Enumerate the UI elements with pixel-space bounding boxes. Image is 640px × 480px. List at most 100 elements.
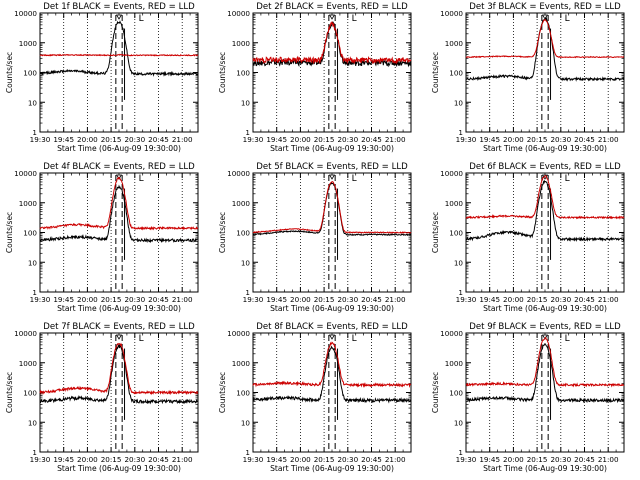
y-tick-label: 100: [236, 389, 250, 398]
y-tick-label: 10: [241, 98, 251, 107]
x-tick-label: 19:30: [243, 295, 264, 304]
y-tick-label: 100: [23, 229, 37, 238]
y-tick-label: 10000: [14, 9, 37, 18]
x-axis-label: Start Time (06-Aug-09 19:30:00): [57, 304, 181, 313]
chart-panel-9: Det 9f BLACK = Events, RED = LLD 1 10 100 10…: [431, 322, 625, 473]
series-lld-line: [252, 341, 412, 388]
y-tick-label: 1000: [445, 359, 464, 368]
x-tick-label: 20:45: [148, 135, 169, 144]
y-tick-label: 10: [28, 98, 38, 107]
x-tick-label: 20:30: [337, 295, 358, 304]
x-tick-label: 19:30: [243, 135, 264, 144]
x-tick-label: 20:15: [314, 455, 335, 464]
x-tick-label: 20:30: [550, 135, 571, 144]
y-tick-label: 1: [458, 448, 463, 457]
marker-label: L: [139, 334, 144, 344]
x-tick-label: 20:30: [550, 455, 571, 464]
x-tick-label: 20:30: [337, 455, 358, 464]
plot-frame: [39, 12, 199, 133]
y-tick-label: 1000: [232, 199, 251, 208]
x-tick-label: 20:00: [503, 455, 524, 464]
y-tick-label: 1: [458, 288, 463, 297]
series-lld-line: [39, 53, 199, 57]
series-lld-line: [465, 175, 625, 220]
chart-panel-8: Det 8f BLACK = Events, RED = LLD 1 10 100 10…: [218, 322, 412, 473]
chart-title: Det 7f BLACK = Events, RED = LLD: [43, 322, 195, 332]
y-axis-label: Counts/sec: [218, 52, 227, 93]
x-tick-label: 19:30: [30, 295, 51, 304]
chart-panel-6: Det 6f BLACK = Events, RED = LLD 1 10 100 10…: [431, 162, 625, 313]
y-axis-label: Counts/sec: [218, 212, 227, 253]
x-tick-label: 21:00: [598, 455, 619, 464]
y-axis-label: Counts/sec: [5, 212, 14, 253]
x-tick-label: 19:30: [30, 135, 51, 144]
x-tick-label: 20:15: [101, 295, 122, 304]
y-tick-label: 10: [454, 258, 464, 267]
y-tick-label: 10: [241, 418, 251, 427]
x-tick-label: 20:45: [574, 135, 595, 144]
time-marker-icon: [541, 334, 549, 340]
series-lld-line: [252, 181, 412, 234]
y-axis-label: Counts/sec: [5, 52, 14, 93]
x-tick-label: 21:00: [598, 135, 619, 144]
x-tick-label: 19:45: [266, 135, 287, 144]
y-axis-label: Counts/sec: [218, 372, 227, 413]
x-tick-label: 20:30: [337, 135, 358, 144]
series-events-line: [252, 181, 412, 237]
series-lld-line: [252, 21, 412, 65]
chart-title: Det 5f BLACK = Events, RED = LLD: [256, 162, 408, 172]
series-lld-line: [465, 19, 624, 59]
y-tick-label: 10000: [227, 329, 250, 338]
y-tick-label: 1000: [19, 199, 38, 208]
x-tick-label: 20:15: [527, 295, 548, 304]
x-tick-label: 19:30: [30, 455, 51, 464]
y-tick-label: 10000: [440, 9, 463, 18]
x-tick-label: 21:00: [385, 455, 406, 464]
x-tick-label: 19:30: [456, 135, 477, 144]
marker-label: L: [565, 334, 570, 344]
plot-frame: [252, 332, 412, 453]
x-tick-label: 20:30: [124, 295, 145, 304]
y-tick-label: 10: [28, 418, 38, 427]
y-tick-label: 1000: [445, 199, 464, 208]
x-tick-label: 19:45: [53, 295, 74, 304]
x-tick-label: 20:45: [148, 455, 169, 464]
y-tick-label: 1: [458, 128, 463, 137]
x-tick-label: 19:45: [53, 135, 74, 144]
time-marker-icon: [115, 174, 123, 180]
marker-label: L: [352, 334, 357, 344]
series-events-line: [465, 343, 625, 404]
x-tick-label: 19:45: [266, 455, 287, 464]
marker-label: L: [565, 174, 570, 184]
x-tick-label: 20:00: [77, 135, 98, 144]
chart-panel-4: Det 4f BLACK = Events, RED = LLD 1 10 100 10…: [5, 162, 199, 313]
time-marker-icon: [115, 334, 123, 340]
y-tick-label: 1000: [19, 39, 38, 48]
time-marker-icon: [328, 334, 336, 340]
plot-frame: [465, 172, 625, 293]
y-tick-label: 10000: [14, 329, 37, 338]
x-axis-label: Start Time (06-Aug-09 19:30:00): [270, 304, 394, 313]
y-axis-label: Counts/sec: [431, 372, 440, 413]
series-events-line: [465, 16, 625, 82]
x-tick-label: 20:30: [550, 295, 571, 304]
time-marker-icon: [115, 14, 123, 20]
y-tick-label: 100: [23, 389, 37, 398]
x-axis-label: Start Time (06-Aug-09 19:30:00): [483, 144, 607, 153]
x-tick-label: 20:45: [361, 455, 382, 464]
marker-label: L: [565, 14, 570, 24]
y-tick-label: 1000: [232, 39, 251, 48]
y-tick-label: 10000: [440, 329, 463, 338]
x-axis-label: Start Time (06-Aug-09 19:30:00): [270, 144, 394, 153]
chart-panel-7: Det 7f BLACK = Events, RED = LLD 1 10 100 10…: [5, 322, 199, 473]
chart-panel-3: Det 3f BLACK = Events, RED = LLD 1 10 100 10…: [431, 2, 625, 153]
x-axis-label: Start Time (06-Aug-09 19:30:00): [57, 464, 181, 473]
x-tick-label: 20:45: [361, 135, 382, 144]
y-tick-label: 100: [236, 69, 250, 78]
x-tick-label: 20:00: [77, 455, 98, 464]
x-tick-label: 19:45: [479, 455, 500, 464]
y-tick-label: 1000: [19, 359, 38, 368]
y-tick-label: 10000: [227, 9, 250, 18]
series-lld-line: [39, 176, 199, 231]
